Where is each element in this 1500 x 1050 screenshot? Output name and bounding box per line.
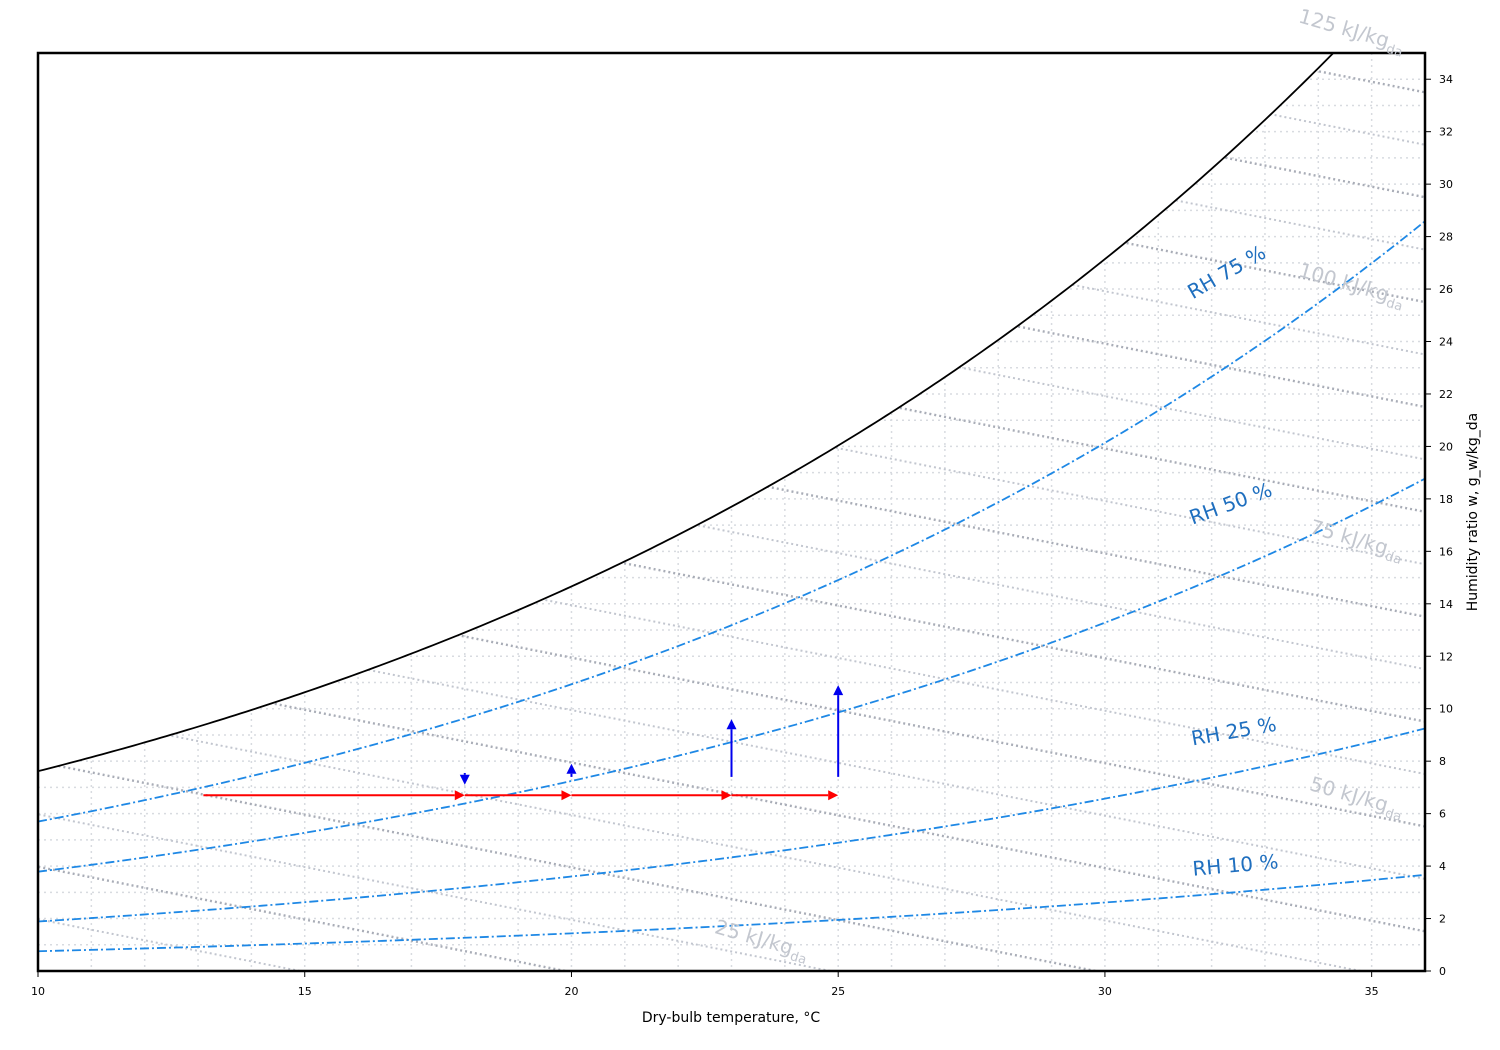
process-arrow-head xyxy=(566,763,577,774)
x-tick-label: 35 xyxy=(1365,985,1379,998)
enthalpy-line xyxy=(38,708,1361,971)
enthalpy-line xyxy=(0,866,35,971)
enthalpy-line xyxy=(38,341,1425,618)
process-arrow-head xyxy=(726,719,737,730)
saturation-curve-group xyxy=(38,53,1335,773)
y-tick-label: 28 xyxy=(1439,231,1453,244)
enthalpy-label: 25 kJ/kgda xyxy=(711,914,812,968)
process-arrow-head xyxy=(561,790,572,801)
enthalpy-line xyxy=(38,655,1425,933)
enthalpy-line xyxy=(38,918,301,971)
x-axis-label: Dry-bulb temperature, °C xyxy=(642,1010,821,1026)
y-tick-label: 12 xyxy=(1439,650,1453,663)
rh-curve xyxy=(38,220,1425,823)
rh-curve xyxy=(38,477,1425,873)
enthalpy-line xyxy=(38,813,831,971)
rh-curve xyxy=(38,873,1425,953)
x-tick-label: 25 xyxy=(831,985,845,998)
y-tick-label: 24 xyxy=(1439,336,1453,349)
y-tick-label: 32 xyxy=(1439,126,1453,139)
y-tick-label: 6 xyxy=(1439,808,1446,821)
enthalpy-label: 75 kJ/kgda xyxy=(1306,514,1407,568)
enthalpy-line xyxy=(38,498,1425,776)
process-arrow-head xyxy=(833,685,844,696)
enthalpy-line xyxy=(38,550,1425,828)
y-axis-label: Humidity ratio w, g_w/kg_da xyxy=(1465,413,1481,612)
enthalpy-label: 100 kJ/kgda xyxy=(1295,258,1408,315)
process-arrow-head xyxy=(454,790,465,801)
y-tick-label: 0 xyxy=(1439,965,1446,978)
y-tick-label: 20 xyxy=(1439,440,1453,453)
enthalpy-line xyxy=(38,446,1425,723)
x-tick-label: 10 xyxy=(31,985,45,998)
x-axis-ticks: 10 15 20 25 30 35 xyxy=(31,971,1379,998)
process-arrows xyxy=(203,685,844,801)
y-tick-label: 8 xyxy=(1439,755,1446,768)
x-tick-label: 30 xyxy=(1098,985,1112,998)
enthalpy-line xyxy=(38,603,1425,880)
enthalpy-line xyxy=(38,393,1425,671)
y-tick-label: 30 xyxy=(1439,178,1453,191)
y-tick-label: 10 xyxy=(1439,703,1453,716)
enthalpy-label: 50 kJ/kgda xyxy=(1306,771,1407,825)
y-tick-label: 14 xyxy=(1439,598,1453,611)
supersaturated-region xyxy=(38,53,1334,772)
y-tick-label: 34 xyxy=(1439,73,1453,86)
y-tick-label: 16 xyxy=(1439,545,1453,558)
y-tick-label: 4 xyxy=(1439,860,1446,873)
enthalpy-line xyxy=(38,865,566,971)
relative-humidity-curves xyxy=(38,220,1425,953)
y-tick-label: 26 xyxy=(1439,283,1453,296)
x-tick-label: 15 xyxy=(298,985,312,998)
rh-label: RH 75 % xyxy=(1183,240,1270,304)
process-arrow-head xyxy=(459,774,470,785)
rh-label: RH 50 % xyxy=(1186,477,1275,529)
y-tick-label: 2 xyxy=(1439,913,1446,926)
enthalpy-line xyxy=(38,760,1096,971)
process-arrow-head xyxy=(828,790,839,801)
x-tick-label: 20 xyxy=(564,985,578,998)
y-tick-label: 22 xyxy=(1439,388,1453,401)
enthalpy-lines xyxy=(0,53,1425,971)
rh-label: RH 10 % xyxy=(1191,849,1279,880)
process-arrow-head xyxy=(721,790,732,801)
saturation-curve xyxy=(38,53,1335,773)
plot-frame xyxy=(36,51,1427,973)
y-tick-label: 18 xyxy=(1439,493,1453,506)
